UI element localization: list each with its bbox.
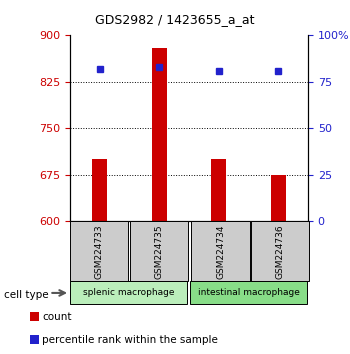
Text: GSM224736: GSM224736 [275, 224, 285, 279]
Text: GSM224734: GSM224734 [216, 224, 225, 279]
Bar [130, 221, 188, 281]
Bar [271, 175, 286, 221]
Text: percentile rank within the sample: percentile rank within the sample [42, 335, 218, 345]
Text: GDS2982 / 1423655_a_at: GDS2982 / 1423655_a_at [95, 13, 255, 27]
Bar [251, 221, 309, 281]
Bar [190, 281, 307, 304]
Text: GSM224733: GSM224733 [94, 224, 104, 279]
Text: cell type: cell type [4, 290, 48, 299]
Bar [191, 221, 250, 281]
Text: GSM224735: GSM224735 [154, 224, 163, 279]
Text: intestinal macrophage: intestinal macrophage [197, 289, 300, 297]
Text: splenic macrophage: splenic macrophage [83, 289, 174, 297]
Text: count: count [42, 312, 71, 322]
Bar [152, 48, 167, 221]
Bar [70, 281, 187, 304]
Bar [211, 159, 226, 221]
Bar [92, 159, 107, 221]
Bar [70, 221, 128, 281]
